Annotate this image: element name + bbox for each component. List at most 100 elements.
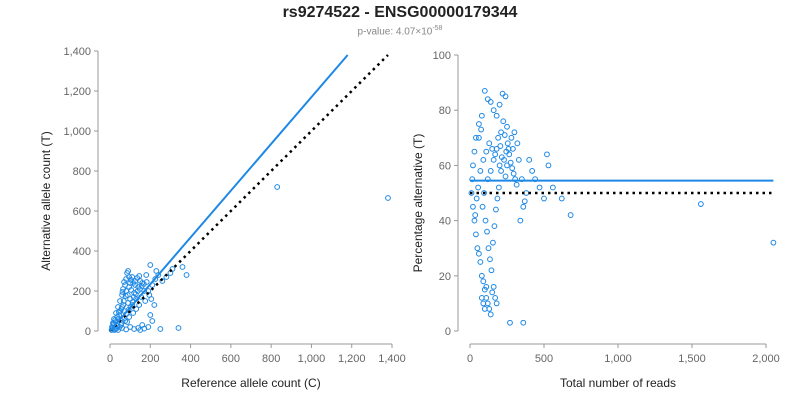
percentage-data-point xyxy=(495,184,502,191)
percentage-data-point xyxy=(498,168,504,174)
percentage-data-point xyxy=(512,176,519,183)
percentage-data-point xyxy=(493,206,499,213)
percentage-data-point xyxy=(502,93,509,100)
counts-x-tick-label: 200 xyxy=(141,353,159,365)
percentage-data-point xyxy=(501,132,508,138)
counts-x-tick-label: 1,400 xyxy=(378,353,406,365)
counts-data-point xyxy=(159,278,166,284)
counts-data-point xyxy=(122,293,129,299)
percentage-data-point xyxy=(470,203,476,210)
percentage-data-point xyxy=(520,203,527,210)
percentage-data-point xyxy=(504,123,510,130)
percentage-data-point xyxy=(514,140,521,147)
percentage-data-point xyxy=(495,134,502,141)
percentage-data-point xyxy=(483,283,490,290)
percentage-data-point xyxy=(504,140,511,147)
percentage-data-point xyxy=(484,228,490,235)
counts-x-tick-label: 600 xyxy=(222,353,240,365)
percentage-data-point xyxy=(507,319,513,326)
percentage-data-point xyxy=(494,195,501,202)
percentage-data-point xyxy=(498,154,505,161)
counts-data-point xyxy=(120,298,127,304)
percentage-data-point xyxy=(481,306,488,312)
percentage-data-point xyxy=(478,294,485,301)
percentage-data-point xyxy=(492,151,499,158)
counts-data-point xyxy=(155,272,162,278)
percentage-data-point xyxy=(483,148,490,155)
percentage-data-point xyxy=(511,129,518,136)
percentage-data-point xyxy=(545,162,552,169)
counts-data-point xyxy=(120,286,126,292)
counts-data-point xyxy=(147,262,154,268)
counts-y-tick-label: 400 xyxy=(73,246,91,258)
counts-x-tick-label: 1,000 xyxy=(298,353,326,365)
counts-data-point xyxy=(157,326,164,332)
percentage-x-tick-label: 0 xyxy=(467,353,473,365)
percentage-data-point xyxy=(475,184,482,191)
percentage-data-point xyxy=(521,198,528,205)
counts-x-axis-label: Reference allele count (C) xyxy=(181,376,320,390)
percentage-data-point xyxy=(496,162,503,169)
percentage-data-point xyxy=(504,162,510,169)
percentage-x-axis-label: Total number of reads xyxy=(560,376,676,390)
percentage-data-point xyxy=(697,201,704,207)
percentage-y-tick-label: 60 xyxy=(439,160,451,172)
percentage-data-point xyxy=(473,134,479,141)
percentage-data-point xyxy=(520,319,527,326)
counts-data-point xyxy=(133,306,140,312)
counts-data-point xyxy=(143,272,150,278)
percentage-data-point xyxy=(491,223,498,230)
percentage-y-axis-label: Percentage alternative (T) xyxy=(411,134,425,273)
chart-title: rs9274522 - ENSG00000179344 xyxy=(282,4,518,21)
counts-data-point xyxy=(274,184,281,190)
percentage-data-point xyxy=(544,151,550,158)
percentage-data-point xyxy=(529,168,536,174)
percentage-data-point xyxy=(567,212,574,218)
percentage-data-point xyxy=(502,173,509,180)
counts-y-tick-label: 1,400 xyxy=(63,46,91,58)
percentage-data-point xyxy=(510,170,517,177)
counts-data-point xyxy=(179,264,186,270)
percentage-data-point xyxy=(477,259,484,265)
counts-data-point xyxy=(118,320,125,326)
percentage-data-point xyxy=(487,168,494,174)
counts-data-point xyxy=(128,287,135,293)
counts-data-point xyxy=(147,312,154,318)
percentage-data-point xyxy=(523,190,530,196)
p-value-text: p-value: 4.07×10 xyxy=(357,26,433,38)
percentage-data-point xyxy=(475,121,482,127)
counts-data-point xyxy=(136,273,143,279)
counts-data-point xyxy=(119,289,126,295)
percentage-data-point xyxy=(480,156,487,163)
percentage-data-point xyxy=(508,134,515,141)
percentage-data-point xyxy=(473,195,480,202)
percentage-x-tick-label: 2,000 xyxy=(752,353,780,365)
percentage-data-point xyxy=(486,140,493,147)
percentage-data-point xyxy=(473,231,479,238)
percentage-data-point xyxy=(513,181,520,188)
counts-data-point xyxy=(183,272,190,278)
percentage-data-point xyxy=(489,289,496,296)
counts-data-point xyxy=(126,314,133,320)
counts-y-tick-label: 1,000 xyxy=(63,126,91,138)
percentage-y-tick-label: 20 xyxy=(439,271,451,283)
percentage-y-tick-label: 0 xyxy=(445,326,451,338)
counts-data-point xyxy=(152,276,159,282)
counts-x-tick-label: 400 xyxy=(181,353,199,365)
percentage-data-point xyxy=(478,112,485,119)
counts-data-point xyxy=(149,318,156,324)
percentage-data-point xyxy=(487,256,493,263)
percentage-data-point xyxy=(517,217,524,224)
percentage-data-point xyxy=(536,184,543,191)
counts-data-point xyxy=(175,325,182,331)
percentage-data-point xyxy=(471,217,478,224)
percentage-data-point xyxy=(475,250,482,257)
counts-data-point xyxy=(119,292,125,298)
percentage-panel: 0 20 40 60 80 100 0 500 1,000 1,500 2,000 Total num… xyxy=(411,50,780,390)
percentage-data-point xyxy=(488,267,495,274)
percentage-data-point xyxy=(541,195,547,202)
percentage-data-point xyxy=(526,156,533,163)
percentage-data-point xyxy=(497,143,504,149)
percentage-data-point xyxy=(475,134,482,141)
